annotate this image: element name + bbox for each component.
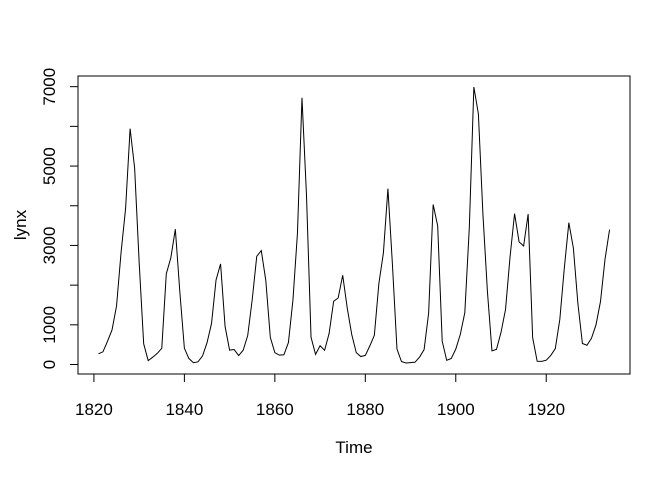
x-axis-tick-label: 1900 bbox=[437, 400, 475, 419]
y-axis-tick-label: 0 bbox=[40, 360, 59, 369]
x-axis-tick-label: 1880 bbox=[346, 400, 384, 419]
y-axis-tick-label: 5000 bbox=[40, 147, 59, 185]
x-axis-title: Time bbox=[335, 438, 372, 457]
y-axis-title: lynx bbox=[11, 209, 30, 240]
plot-box bbox=[77, 75, 631, 375]
y-axis-tick-label: 7000 bbox=[40, 68, 59, 106]
y-axis-tick-label: 1000 bbox=[40, 306, 59, 344]
x-axis-tick-label: 1920 bbox=[527, 400, 565, 419]
y-axis-tick-label: 3000 bbox=[40, 227, 59, 265]
lynx-series-line bbox=[98, 86, 611, 364]
x-axis-tick-label: 1840 bbox=[165, 400, 203, 419]
x-axis-tick-label: 1820 bbox=[75, 400, 113, 419]
x-axis-tick-label: 1860 bbox=[256, 400, 294, 419]
